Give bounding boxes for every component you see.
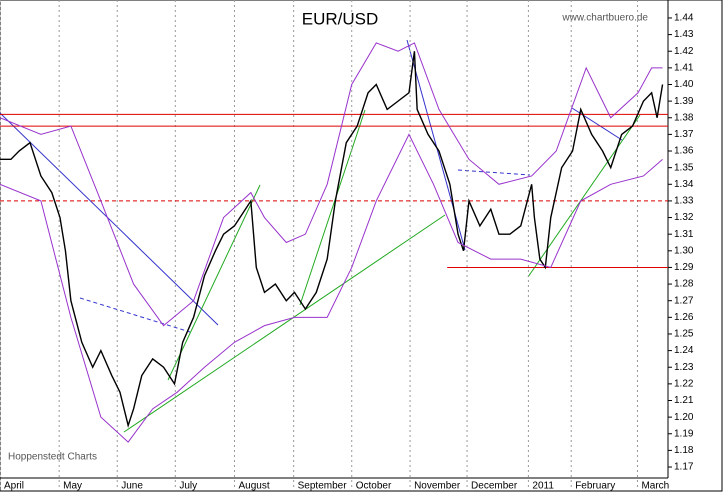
y-tick-label: 1.17 (674, 462, 694, 473)
y-tick-label: 1.39 (674, 96, 694, 107)
credit: Hoppenstedt Charts (8, 452, 97, 463)
y-tick-label: 1.42 (674, 46, 694, 57)
price-line (0, 42, 663, 327)
y-tick-label: 1.41 (674, 62, 694, 73)
x-tick-label: February (575, 481, 615, 492)
y-tick-label: 1.24 (674, 345, 694, 356)
price-line (0, 133, 663, 443)
y-tick-label: 1.37 (674, 129, 694, 140)
x-tick-label: September (298, 481, 348, 492)
x-tick-label: May (63, 481, 82, 492)
source: www.chartbuero.de (561, 13, 648, 24)
y-tick-label: 1.25 (674, 329, 694, 340)
y-tick-label: 1.38 (674, 112, 694, 123)
x-tick-label: April (4, 481, 24, 492)
y-tick-label: 1.40 (674, 79, 694, 90)
y-tick-label: 1.44 (674, 13, 694, 24)
x-tick-label: June (121, 481, 143, 492)
y-tick-label: 1.23 (674, 362, 694, 373)
y-tick-label: 1.19 (674, 428, 694, 439)
y-tick-label: 1.36 (674, 146, 694, 157)
x-tick-label: November (414, 481, 461, 492)
y-tick-label: 1.28 (674, 279, 694, 290)
y-tick-label: 1.20 (674, 412, 694, 423)
y-tick-label: 1.27 (674, 295, 694, 306)
y-tick-label: 1.31 (674, 229, 694, 240)
y-tick-label: 1.35 (674, 162, 694, 173)
x-tick-label: March (641, 481, 669, 492)
y-tick-label: 1.34 (674, 179, 694, 190)
y-tick-label: 1.22 (674, 379, 694, 390)
y-tick-label: 1.21 (674, 395, 694, 406)
y-tick-label: 1.43 (674, 29, 694, 40)
y-tick-label: 1.26 (674, 312, 694, 323)
x-tick-label: 2011 (532, 481, 554, 492)
x-tick-label: August (238, 481, 269, 492)
y-tick-label: 1.18 (674, 445, 694, 456)
y-tick-label: 1.30 (674, 245, 694, 256)
x-tick-label: December (471, 481, 518, 492)
x-tick-label: October (356, 481, 392, 492)
x-tick-label: July (179, 481, 197, 492)
price-line (0, 51, 664, 428)
y-tick-label: 1.32 (674, 212, 694, 223)
chart-title: EUR/USD (302, 9, 379, 28)
y-tick-label: 1.29 (674, 262, 694, 273)
y-tick-label: 1.33 (674, 196, 694, 207)
